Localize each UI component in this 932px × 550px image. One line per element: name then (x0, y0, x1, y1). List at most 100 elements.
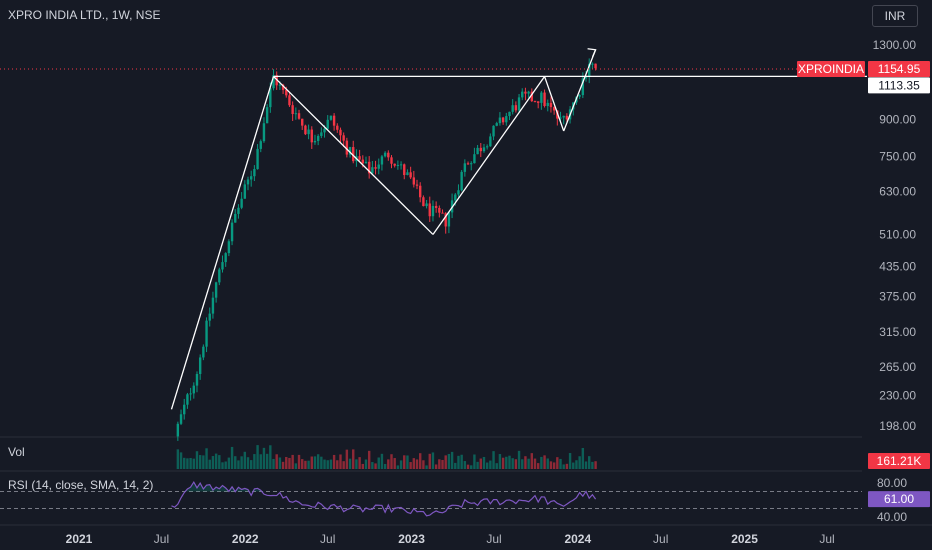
volume-bar (221, 462, 224, 469)
candle-body (307, 129, 310, 135)
volume-bar (288, 457, 291, 469)
volume-bar (227, 457, 231, 469)
volume-bar (415, 459, 419, 469)
candle-body (195, 373, 199, 386)
candle-body (380, 156, 384, 165)
candle-body (214, 282, 218, 298)
volume-bar (584, 461, 588, 469)
volume-bar (383, 463, 387, 469)
time-tick-label: 2024 (564, 532, 591, 546)
candle-body (265, 107, 269, 124)
candle-body (313, 140, 317, 143)
candle-body (176, 423, 180, 437)
candle-body (473, 154, 476, 164)
candle-body (205, 320, 208, 347)
time-tick-label: Jul (653, 532, 668, 546)
candle-body (422, 197, 425, 207)
time-tick-label: Jul (154, 532, 169, 546)
volume-bar (316, 454, 320, 469)
volume-bar (186, 458, 189, 469)
volume-bar (556, 457, 559, 469)
volume-bar (313, 456, 317, 469)
candle-body (591, 63, 594, 65)
candle-body (304, 125, 307, 135)
volume-bar (208, 459, 211, 469)
candle-body (466, 163, 470, 165)
candle-body (288, 95, 291, 106)
volume-bar (533, 458, 537, 469)
volume-bar (285, 456, 288, 469)
candle-body (259, 141, 262, 149)
volume-bar (466, 464, 470, 469)
candle-body (403, 164, 406, 176)
candle-body (409, 172, 412, 178)
volume-bar (546, 458, 549, 469)
volume-bar (345, 449, 349, 469)
candle-body (565, 115, 569, 120)
volume-bar (409, 462, 412, 469)
volume-bar (237, 460, 240, 469)
level-price-tag-value: 1113.35 (878, 78, 920, 92)
candle-body (470, 163, 473, 165)
volume-bar (269, 445, 272, 469)
candle-body (234, 213, 237, 223)
volume-bar (336, 460, 339, 469)
volume-bar (326, 460, 329, 469)
candle-body (552, 107, 556, 111)
candle-body (301, 118, 304, 126)
volume-bar (234, 456, 237, 469)
volume-bar (348, 458, 352, 469)
volume-bar (428, 453, 431, 469)
volume-bar (559, 458, 562, 469)
candle-body (186, 394, 189, 405)
candle-body (342, 135, 345, 141)
volume-bar (565, 463, 569, 469)
volume-bar (189, 458, 192, 469)
candle-body (256, 148, 259, 170)
volume-bar (211, 456, 215, 469)
volume-bar (463, 461, 467, 469)
volume-bar (552, 462, 556, 469)
pattern-line (273, 75, 434, 235)
candle-body (364, 161, 368, 164)
candle-body (348, 147, 352, 155)
volume-bar (179, 452, 183, 469)
volume-bar (183, 457, 186, 469)
volume-bar (374, 463, 377, 469)
candle-body (224, 253, 227, 263)
volume-bar (508, 455, 511, 469)
volume-bar (482, 456, 486, 469)
price-tick-label: 435.00 (879, 260, 916, 274)
candle-body (406, 172, 409, 176)
level-price-tag (868, 77, 930, 94)
volume-bar (568, 453, 572, 469)
candle-body (524, 91, 527, 94)
price-tick-label: 315.00 (879, 325, 916, 339)
candle-body (514, 105, 518, 111)
volume-bar (473, 454, 476, 469)
candle-body (211, 297, 215, 314)
volume-bar (501, 457, 505, 469)
candle-body (316, 135, 320, 141)
volume-bar (434, 464, 438, 469)
volume-label: Vol (8, 445, 25, 459)
volume-bar (364, 459, 368, 469)
volume-bar (301, 459, 304, 469)
symbol-title: XPRO INDIA LTD., 1W, NSE (8, 8, 161, 22)
candle-body (540, 92, 543, 103)
volume-bar (202, 455, 205, 469)
candle-body (511, 105, 514, 112)
time-tick-label: Jul (819, 532, 834, 546)
candle-body (533, 101, 537, 103)
candle-body (419, 185, 422, 198)
currency-button[interactable]: INR (872, 5, 918, 27)
candle-body (358, 156, 361, 160)
candle-body (460, 171, 463, 191)
volume-bar (511, 458, 514, 469)
candle-body (447, 212, 451, 227)
volume-bar (403, 455, 406, 469)
candle-body (479, 147, 482, 152)
candle-body (278, 84, 282, 86)
volume-bar (281, 461, 285, 469)
